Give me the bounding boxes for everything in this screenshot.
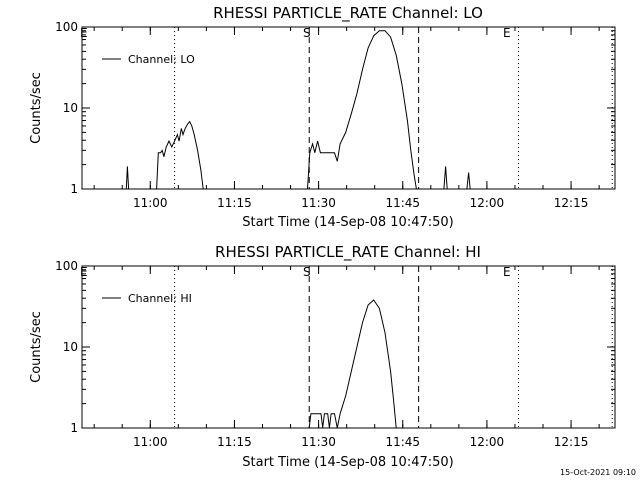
x-tick-label: 11:15 (217, 196, 252, 210)
y-tick-label: 1 (70, 182, 78, 196)
y-axis-label: Counts/sec (29, 72, 44, 144)
x-tick-label: 12:00 (470, 196, 505, 210)
x-tick-label: 11:45 (385, 435, 420, 449)
x-tick-label: 12:00 (470, 435, 505, 449)
marker-label-s: S (303, 265, 311, 279)
legend-entry: Channel: LO (128, 53, 195, 66)
y-axis-label: Counts/sec (29, 311, 44, 383)
x-tick-label: 11:30 (301, 196, 336, 210)
marker-label-s: S (303, 26, 311, 40)
x-tick-label: 11:45 (385, 196, 420, 210)
chart-panel-lo: RHESSI PARTICLE_RATE Channel: LO Counts/… (29, 4, 616, 230)
x-axis-label: Start Time (14-Sep-08 10:47:50) (242, 455, 453, 470)
chart-title: RHESSI PARTICLE_RATE Channel: HI (215, 243, 481, 262)
chart-title: RHESSI PARTICLE_RATE Channel: LO (213, 4, 483, 23)
y-tick-label: 1 (70, 421, 78, 435)
marker-label-e-start: E (80, 265, 88, 279)
marker-label-e-end: E (503, 265, 511, 279)
marker-label-e-end: E (503, 26, 511, 40)
y-tick-label: 100 (55, 20, 78, 34)
x-tick-label: 11:00 (133, 196, 168, 210)
x-tick-label: 12:15 (554, 196, 589, 210)
generation-timestamp: 15-Oct-2021 09:10 (560, 468, 636, 477)
y-tick-label: 100 (55, 259, 78, 273)
x-axis-label: Start Time (14-Sep-08 10:47:50) (242, 215, 453, 230)
legend-entry: Channel: HI (128, 292, 192, 305)
x-tick-label: 11:15 (217, 435, 252, 449)
y-tick-label: 10 (63, 101, 78, 115)
y-tick-label: 10 (63, 340, 78, 354)
marker-label-e-start: E (80, 26, 88, 40)
x-tick-label: 12:15 (554, 435, 589, 449)
x-tick-label: 11:30 (301, 435, 336, 449)
x-tick-label: 11:00 (133, 435, 168, 449)
series-line-channel-hi (308, 299, 397, 429)
chart-panel-hi: RHESSI PARTICLE_RATE Channel: HI Counts/… (29, 243, 616, 470)
series-line-channel-lo (125, 30, 471, 190)
